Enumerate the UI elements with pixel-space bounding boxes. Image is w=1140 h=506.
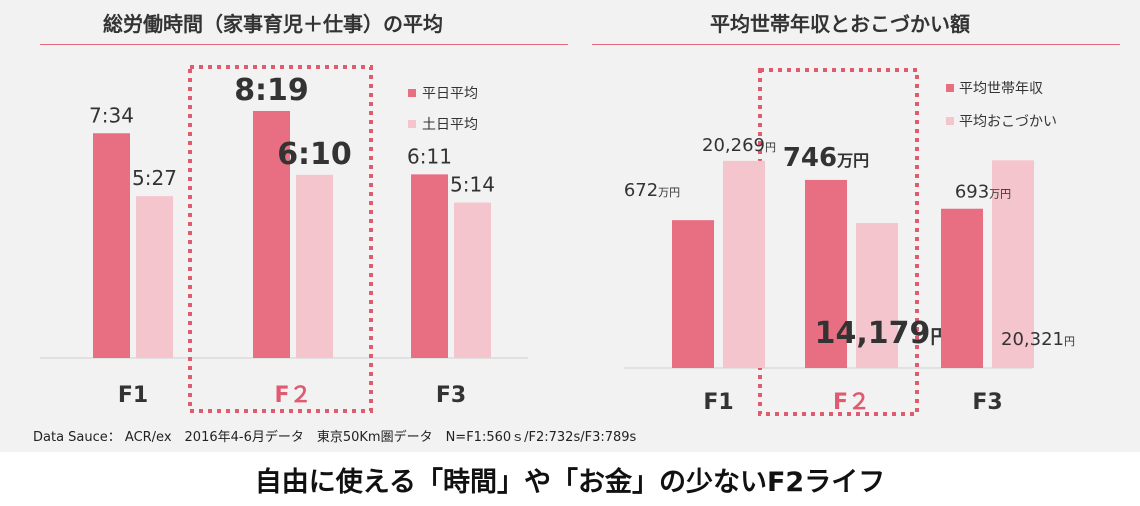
money-title-rule bbox=[592, 44, 1120, 45]
money-bar-income-2 bbox=[805, 179, 847, 368]
time-category-label: F1 bbox=[118, 383, 148, 408]
time-bar-weekday-1 bbox=[93, 133, 130, 358]
money-legend-swatch bbox=[946, 117, 954, 125]
money-value-label: 20,321円 bbox=[1001, 329, 1075, 350]
money-chart-panel: 平均世帯年収とおこづかい額 672万円 20,269円 F1 746万円 14,179円… bbox=[572, 0, 1140, 452]
time-value-label: 5:27 bbox=[132, 166, 177, 190]
money-bar-income-1 bbox=[672, 220, 714, 368]
money-legend-label: 平均世帯年収 bbox=[959, 81, 1043, 97]
money-value-label: 20,269円 bbox=[702, 135, 776, 156]
money-chart: 672万円 20,269円 F1 746万円 14,179円 F２ 693万円 20,321円… bbox=[624, 68, 1075, 416]
money-bar-income-3 bbox=[941, 208, 983, 368]
time-legend-label: 土日平均 bbox=[422, 117, 478, 133]
money-bar-allowance-3 bbox=[992, 160, 1034, 368]
money-chart-title: 平均世帯年収とおこづかい額 bbox=[710, 12, 970, 36]
time-bar-weekend-3 bbox=[454, 202, 491, 358]
time-category-label: F２ bbox=[274, 383, 311, 408]
time-value-label: 8:19 bbox=[234, 73, 309, 108]
time-bar-weekday-2 bbox=[253, 110, 290, 358]
time-bar-weekday-3 bbox=[411, 174, 448, 358]
money-category-label: F3 bbox=[972, 390, 1002, 415]
money-bar-allowance-2 bbox=[856, 223, 898, 368]
time-value-label: 6:10 bbox=[277, 137, 352, 172]
time-legend-swatch bbox=[408, 120, 416, 128]
time-bar-weekend-1 bbox=[136, 196, 173, 358]
time-legend-label: 平日平均 bbox=[422, 86, 478, 102]
data-source-note: Data Sauce： ACR/ex 2016年4-6月データ 東京50Km圏デ… bbox=[33, 430, 637, 445]
money-value-label: 672万円 bbox=[624, 180, 680, 201]
money-value-label: 14,179円 bbox=[815, 316, 950, 351]
footer-banner: 自由に使える「時間」や「お金」の少ないF2ライフ bbox=[0, 452, 1140, 506]
time-value-label: 7:34 bbox=[89, 103, 134, 127]
time-bar-weekend-2 bbox=[296, 174, 333, 358]
money-category-label: F1 bbox=[703, 390, 733, 415]
time-category-label: F3 bbox=[436, 383, 466, 408]
time-highlight-box bbox=[188, 65, 373, 413]
time-chart-panel: 総労働時間（家事育児＋仕事）の平均 7:34 5:27 F1 8:19 6:10 F２ 6:… bbox=[0, 0, 572, 452]
money-legend-label: 平均おこづかい bbox=[959, 114, 1057, 130]
time-value-label: 6:11 bbox=[407, 144, 452, 168]
money-bar-allowance-1 bbox=[723, 160, 765, 368]
money-value-label: 746万円 bbox=[783, 143, 869, 173]
money-value-label: 693万円 bbox=[955, 182, 1011, 203]
time-legend-swatch bbox=[408, 89, 416, 97]
money-category-label: F２ bbox=[833, 390, 870, 415]
time-value-label: 5:14 bbox=[450, 173, 495, 197]
headline: 自由に使える「時間」や「お金」の少ないF2ライフ bbox=[254, 467, 886, 498]
money-legend-swatch bbox=[946, 84, 954, 92]
time-chart-title: 総労働時間（家事育児＋仕事）の平均 bbox=[103, 12, 443, 36]
time-title-rule bbox=[40, 44, 568, 45]
